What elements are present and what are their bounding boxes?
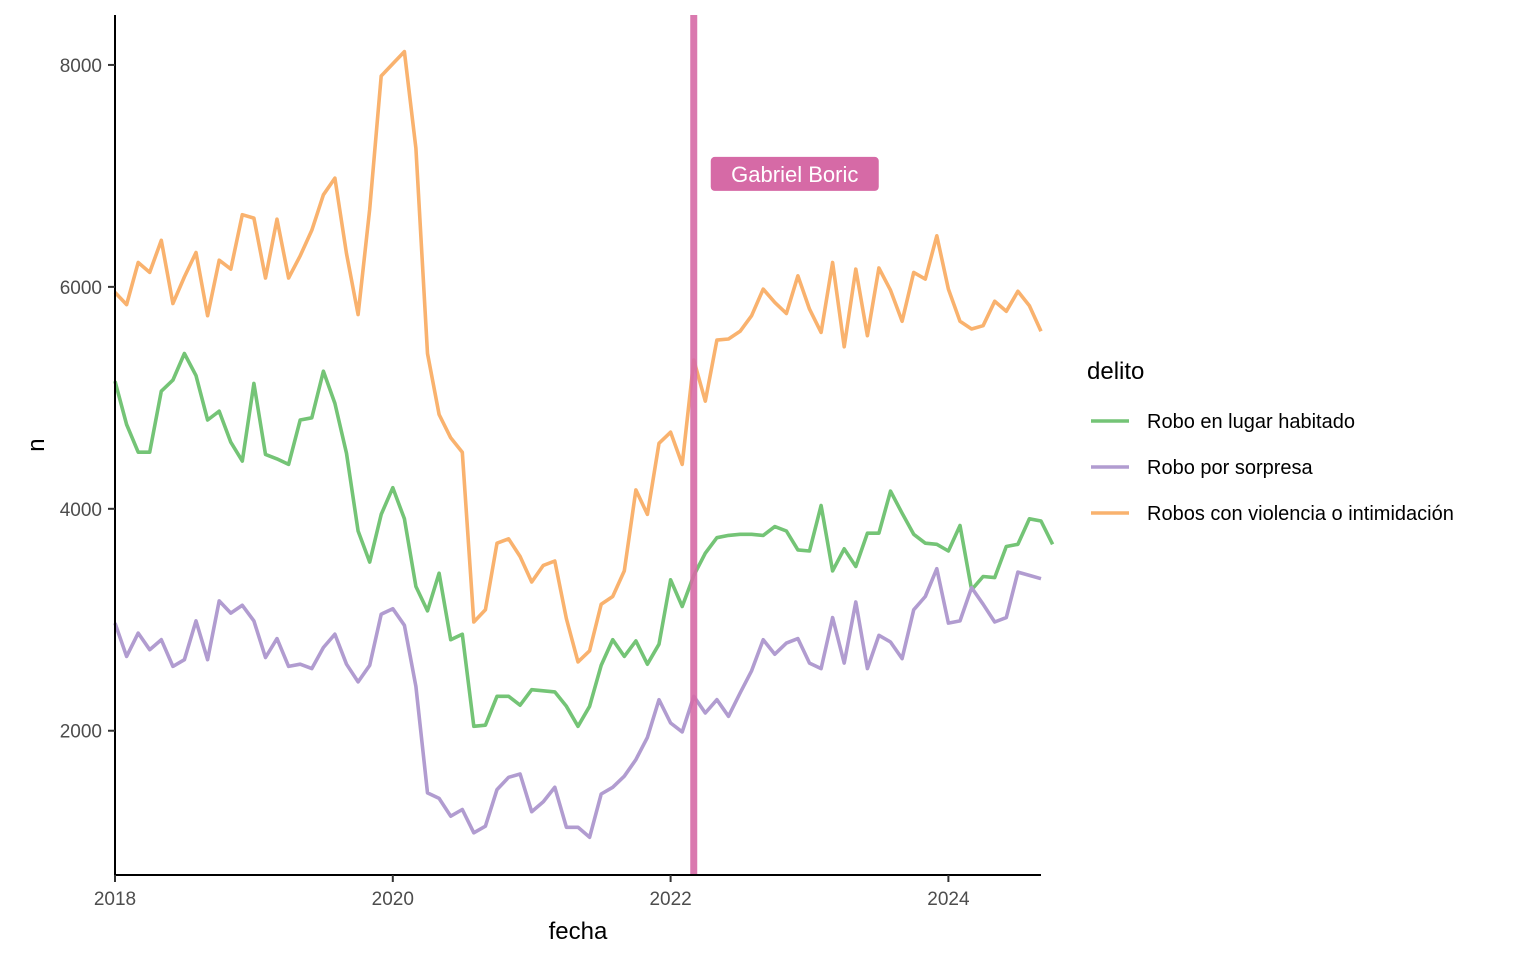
legend-label-robo-en-lugar-habitado: Robo en lugar habitado [1147,411,1355,433]
plot-lines [113,49,1055,840]
x-axis-title: fecha [549,918,608,945]
legend-title: delito [1087,358,1144,385]
y-tick-label: 6000 [60,278,102,299]
y-axis-title: n [23,438,50,451]
annotation-label: Gabriel Boric [731,162,858,187]
series-line-robo-en-lugar-habitado [113,351,1055,729]
axes [114,15,1041,876]
y-tick-label: 4000 [60,500,102,521]
ticks: 2000 4000 6000 8000 2018 2020 2022 2024 [60,56,970,910]
series-line-robos-con-violencia-o-intimidacion [113,49,1043,664]
x-tick-label: 2018 [94,889,136,910]
y-tick-label: 2000 [60,722,102,743]
x-tick-label: 2024 [927,889,970,910]
x-tick-label: 2020 [372,889,414,910]
legend-label-robos-con-violencia-o-intimidacion: Robos con violencia o intimidación [1147,503,1454,525]
y-tick-label: 8000 [60,56,102,77]
annotation-label-box [710,156,879,191]
annotation-layer: Gabriel Boric [690,15,879,875]
legend-label-robo-por-sorpresa: Robo por sorpresa [1147,457,1314,479]
legend: delito Robo en lugar habitado Robo por so… [1087,358,1454,525]
series-line-robo-por-sorpresa [113,566,1042,840]
x-tick-label: 2022 [649,889,691,910]
